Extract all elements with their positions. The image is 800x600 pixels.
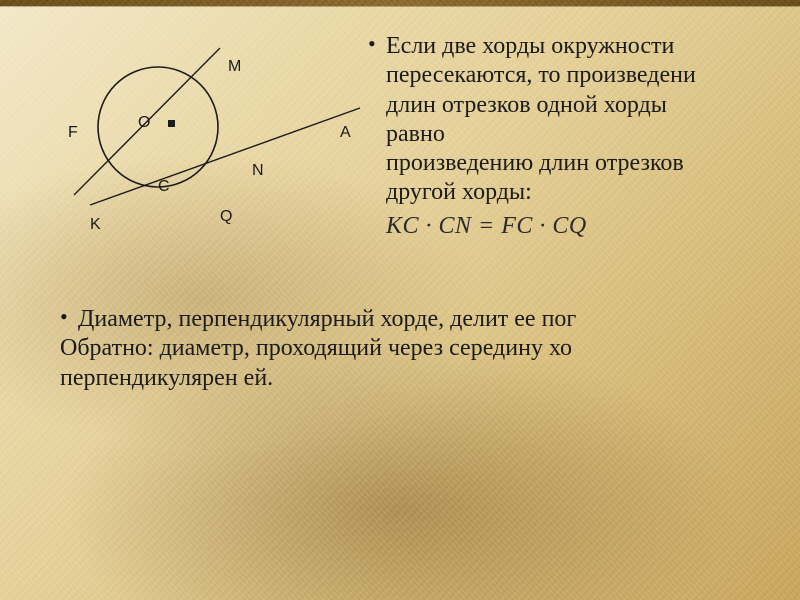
diagram-svg: M A N Q C K F O [30,45,340,245]
theorem-2-line2: Обратно: диаметр, проходящий через серед… [60,334,576,363]
label-O: O [138,114,150,131]
label-C: C [158,178,170,195]
label-N: N [252,162,264,179]
theorem-1: • Если две хорды окружности пересекаются… [368,32,800,241]
theorem-2-line3: перпендикулярен ей. [60,364,576,393]
formula-lhs: KC · CN [386,213,472,239]
center-dot [168,120,175,127]
theorem-2-line1: Диаметр, перпендикулярный хорде, делит е… [78,305,576,334]
theorem-2: • Диаметр, перпендикулярный хорде, делит… [60,305,800,393]
slide-background: M A N Q C K F O • Если две хорды окружно… [0,0,800,600]
label-M: M [228,58,241,75]
label-K: K [90,216,101,233]
formula-eq: = [472,213,502,239]
bullet-icon: • [368,32,386,208]
formula-rhs: FC · CQ [501,213,587,239]
theorem-1-formula: KC · CN = FC · CQ [386,212,800,241]
theorem-1-text: Если две хорды окружности пересекаются, … [386,32,696,208]
label-F: F [68,124,78,141]
slide-content: M A N Q C K F O • Если две хорды окружно… [0,0,800,600]
chord-diagram: M A N Q C K F O [30,45,340,245]
diagram-circle [98,67,218,187]
diagram-line-1 [90,108,360,205]
label-Q: Q [220,208,232,225]
label-A: A [340,124,351,141]
